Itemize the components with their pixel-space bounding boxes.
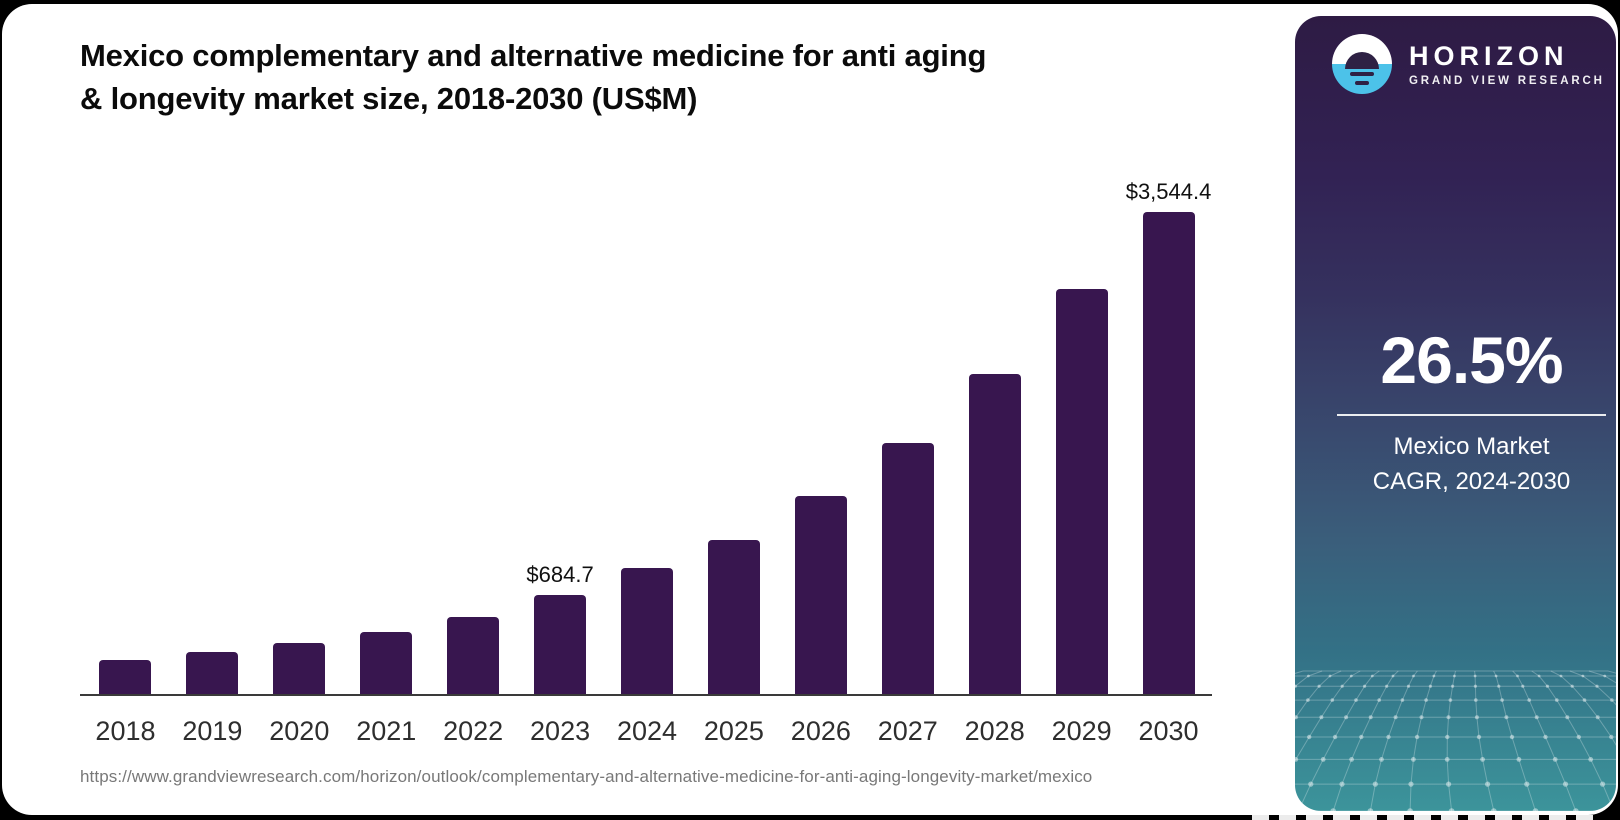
bar-slot-2027: [864, 179, 951, 694]
bar-slot-2030: $3,544.4: [1125, 179, 1212, 694]
x-axis-label-2020: 2020: [269, 716, 330, 746]
stat-divider: [1337, 414, 1606, 416]
bar-2021: [360, 632, 413, 694]
cagr-stat-block: 26.5% Mexico Market CAGR, 2024-2030: [1337, 320, 1606, 499]
bar-2026: [794, 496, 847, 694]
wireframe-grid-graphic: [1295, 670, 1616, 811]
cagr-label-line-2: CAGR, 2024-2030: [1372, 467, 1571, 495]
logo-text: HORIZON GRAND VIEW RESEARCH: [1409, 41, 1605, 87]
bar-2029: [1055, 288, 1108, 694]
x-axis-label-2024: 2024: [616, 716, 678, 746]
bar-slot-2019: [169, 179, 256, 694]
x-axis-label-2029: 2029: [1051, 716, 1112, 746]
x-axis-label-2021: 2021: [356, 716, 417, 746]
x-axis-label-2019: 2019: [182, 716, 243, 746]
x-axis-label-2025: 2025: [703, 716, 764, 746]
bar-2023: [534, 594, 587, 694]
bar-2018: [99, 659, 152, 694]
cagr-label-line-1: Mexico Market: [1393, 432, 1550, 460]
x-axis-label-2030: 2030: [1138, 716, 1199, 746]
x-axis-label-2023: 2023: [530, 716, 591, 746]
bar-2024: [620, 568, 673, 694]
cagr-label: Mexico Market CAGR, 2024-2030: [1337, 429, 1606, 499]
bar-slot-2028: [951, 179, 1038, 694]
bar-value-label-2023: $684.7: [526, 561, 594, 587]
bar-slot-2023: $684.7: [517, 179, 604, 694]
bar-slot-2020: [256, 179, 343, 694]
x-axis-line: [80, 694, 1212, 696]
sun-semicircle-icon: [1345, 51, 1379, 69]
bar-value-label-2030: $3,544.4: [1125, 179, 1212, 204]
x-axis-label-2028: 2028: [964, 716, 1025, 746]
bar-2025: [707, 540, 760, 694]
dashed-edge-graphic: [1252, 815, 1596, 820]
bar-slot-2029: [1038, 179, 1125, 694]
bar-chart-slots: $684.7 $3,544.4: [82, 179, 1212, 694]
bar-2030: [1142, 212, 1195, 694]
chart-title-line-2: & longevity market size, 2018-2030 (US$M…: [80, 81, 698, 116]
x-axis-labels: 2018 2019 2020 2021 2022 2023 2024 2025 2026 2027…: [82, 708, 1212, 747]
source-url: https://www.grandviewresearch.com/horizo…: [80, 767, 1093, 786]
cagr-value: 26.5%: [1380, 323, 1563, 397]
bar-slot-2022: [430, 179, 517, 694]
chart-title: Mexico complementary and alternative med…: [80, 34, 1180, 120]
bar-2027: [881, 442, 934, 694]
bar-slot-2024: [604, 179, 691, 694]
bar-2022: [447, 617, 500, 694]
brand-subtitle: GRAND VIEW RESEARCH: [1409, 75, 1605, 87]
x-axis-label-2026: 2026: [790, 716, 851, 746]
brand-name: HORIZON: [1409, 41, 1569, 71]
x-axis-label-2022: 2022: [443, 716, 504, 746]
x-axis-label-2018: 2018: [95, 716, 156, 746]
bar-2028: [968, 374, 1021, 694]
bar-slot-2026: [777, 179, 864, 694]
horizon-line-icon: [1350, 72, 1374, 77]
chart-title-line-1: Mexico complementary and alternative med…: [80, 38, 987, 73]
bar-2019: [186, 651, 239, 694]
bar-2020: [273, 642, 326, 694]
bar-slot-2021: [343, 179, 430, 694]
horizon-sun-icon: [1332, 34, 1392, 94]
sidebar-panel: HORIZON GRAND VIEW RESEARCH 26.5% Mexico…: [1295, 16, 1616, 811]
report-card: Mexico complementary and alternative med…: [2, 4, 1618, 815]
bar-slot-2018: [82, 179, 169, 694]
x-axis-label-2027: 2027: [877, 716, 938, 746]
horizon-logo: HORIZON GRAND VIEW RESEARCH: [1332, 34, 1605, 94]
horizon-line-icon: [1355, 81, 1369, 86]
bar-slot-2025: [690, 179, 777, 694]
